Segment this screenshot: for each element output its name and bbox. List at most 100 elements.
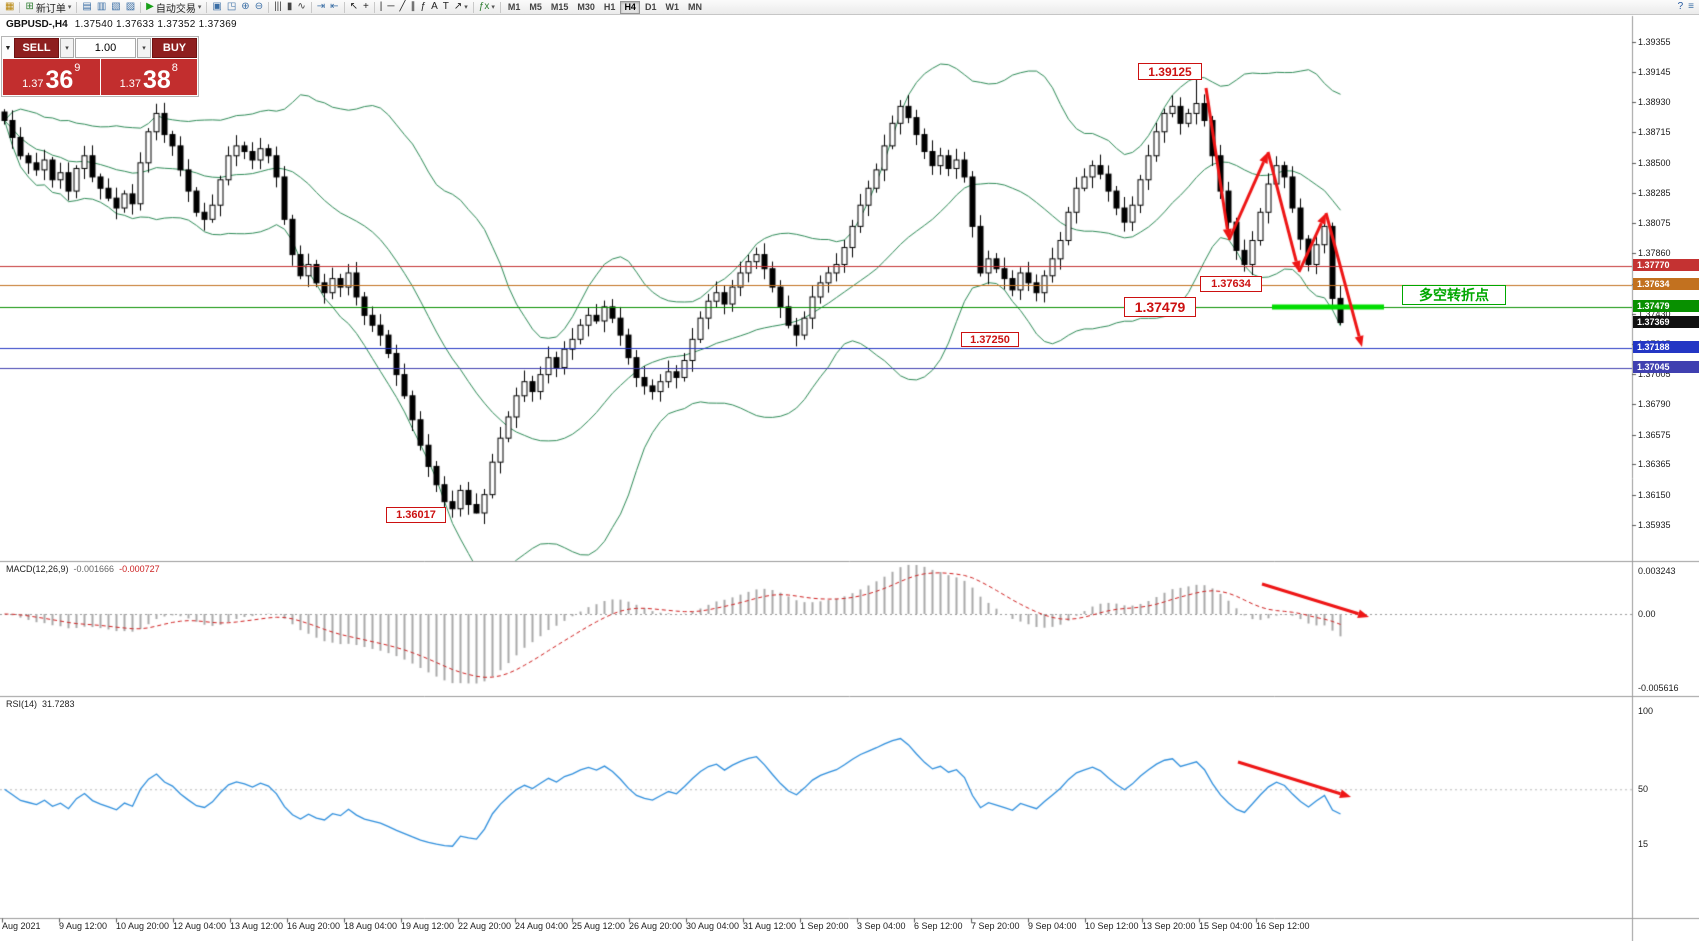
chart-annotation-label[interactable]: 多空转折点: [1402, 285, 1506, 305]
volume-stepper-icon[interactable]: ▾: [137, 38, 151, 58]
chart-annotation-label[interactable]: 1.37634: [1200, 276, 1262, 292]
crosshair-icon[interactable]: +: [361, 0, 371, 14]
candlestick-chart-icon[interactable]: ▮: [285, 0, 295, 14]
terminal-icon: ▨: [125, 1, 136, 12]
chart-annotation-label[interactable]: 1.37479: [1124, 297, 1196, 317]
auto-trading-button-label: 自动交易: [155, 3, 196, 15]
chevron-down-icon: ▾: [464, 4, 468, 11]
volume-input[interactable]: 1.00: [75, 38, 136, 58]
tile-windows-icon[interactable]: ▣: [210, 0, 223, 14]
zoom-in-icon[interactable]: ⊕: [239, 0, 251, 14]
chart-annotation-label[interactable]: 1.37250: [961, 332, 1019, 347]
auto-scroll-icon: ⇥: [316, 1, 326, 12]
top-toolbar: ▦ ⊞ 新订单 ▾ ▤ ▥ ▧ ▨ ▶ 自动交易 ▾ ▣ ◳ ⊕ ⊖ ||| ▮ ∿ ⇥ ⇤ ↖ + | ─ ╱ ∥ ƒ A T ↗ ▾ ƒx…: [0, 0, 1699, 15]
help-icon: ?: [1677, 1, 1684, 12]
fibonacci-icon[interactable]: ƒ: [419, 0, 429, 14]
macd-label: MACD(12,26,9) -0.001666 -0.000727: [6, 564, 165, 574]
toolbar-separator: [310, 1, 312, 13]
chevron-down-icon: ▾: [67, 4, 72, 11]
new-order-button: ⊞: [25, 1, 34, 12]
ask-price-prefix: 1.37: [119, 77, 141, 90]
toolbar-separator: [206, 1, 208, 13]
chart-shift-icon[interactable]: ⇤: [328, 0, 340, 14]
timeframe-h1[interactable]: H1: [600, 1, 620, 14]
toolbar-separator: [343, 1, 345, 13]
cursor-icon[interactable]: ↖: [348, 0, 360, 14]
bar-chart-icon[interactable]: |||: [272, 0, 284, 14]
navigator-icon: ▧: [111, 1, 121, 12]
chart-ohlc-values: 1.37540 1.37633 1.37352 1.37369: [74, 19, 237, 30]
zoom-in-icon: ⊕: [241, 1, 250, 12]
auto-scroll-icon[interactable]: ⇥: [315, 0, 327, 14]
timeframe-h4[interactable]: H4: [620, 0, 640, 14]
chart-window-icon[interactable]: ▦: [3, 0, 16, 14]
one-click-trading-panel: ▼ SELL ▾ 1.00 ▾ BUY 1.37 36 9 1.37 38 8: [1, 36, 199, 97]
candlestick-chart-icon: ▮: [286, 1, 293, 12]
timeframe-m5[interactable]: M5: [525, 1, 546, 14]
sell-button[interactable]: SELL: [14, 38, 59, 58]
sell-options-dropdown-icon[interactable]: ▾: [60, 38, 74, 58]
timeframe-m15[interactable]: M15: [547, 1, 573, 14]
timeframe-m1[interactable]: M1: [504, 1, 525, 14]
trendline-icon: ╱: [399, 1, 406, 12]
market-watch-icon[interactable]: ▤: [80, 0, 93, 14]
auto-trading-button[interactable]: ▶ 自动交易 ▾: [144, 0, 203, 15]
text-icon[interactable]: A: [429, 0, 440, 14]
timeframe-d1[interactable]: D1: [641, 1, 661, 14]
organize-icon[interactable]: ≡: [1686, 0, 1696, 14]
zoom-out-icon[interactable]: ⊖: [253, 0, 265, 14]
indicators-icon[interactable]: ƒx ▾: [477, 0, 497, 14]
buy-price-box[interactable]: 1.37 38 8: [100, 59, 197, 95]
cascade-windows-icon[interactable]: ◳: [225, 0, 238, 14]
line-chart-icon[interactable]: ∿: [295, 0, 307, 14]
label-icon: T: [442, 1, 449, 12]
chart-window-icon: ▦: [5, 1, 15, 12]
tile-windows-icon: ▣: [212, 1, 222, 12]
chart-annotation-label[interactable]: 1.36017: [386, 507, 446, 523]
chart-title: GBPUSD-,H4 1.37540 1.37633 1.37352 1.3736…: [6, 19, 237, 30]
bar-chart-icon: |||: [274, 1, 282, 12]
toolbar-separator: [76, 1, 78, 13]
timeframe-w1[interactable]: W1: [661, 1, 683, 14]
cursor-icon: ↖: [349, 1, 358, 12]
market-watch-icon: ▤: [82, 1, 92, 12]
navigator-icon[interactable]: ▧: [109, 0, 122, 14]
line-chart-icon: ∿: [297, 1, 306, 12]
crosshair-icon: +: [362, 1, 369, 12]
macd-name: MACD(12,26,9): [6, 564, 69, 574]
timeframe-m30[interactable]: M30: [573, 1, 599, 14]
zoom-out-icon: ⊖: [254, 1, 264, 12]
panel-collapse-icon[interactable]: ▼: [3, 38, 13, 58]
chart-annotation-label[interactable]: 1.39125: [1138, 63, 1202, 80]
bid-price-prefix: 1.37: [22, 77, 44, 90]
data-window-icon[interactable]: ▥: [95, 0, 108, 14]
fibonacci-icon: ƒ: [420, 1, 427, 12]
arrows-icon[interactable]: ↗ ▾: [452, 0, 470, 14]
cascade-windows-icon: ◳: [226, 1, 237, 12]
one-click-top-row: ▼ SELL ▾ 1.00 ▾ BUY: [3, 38, 197, 58]
vertical-line-icon: |: [379, 1, 383, 12]
macd-value-signal: -0.000727: [119, 564, 160, 574]
horizontal-line-icon: ─: [387, 1, 395, 12]
horizontal-line-icon[interactable]: ─: [385, 0, 396, 14]
sell-price-box[interactable]: 1.37 36 9: [3, 59, 100, 95]
help-icon[interactable]: ?: [1676, 0, 1686, 14]
buy-button[interactable]: BUY: [152, 38, 197, 58]
rsi-name: RSI(14): [6, 699, 38, 709]
vertical-line-icon[interactable]: |: [378, 0, 385, 14]
timeframe-mn[interactable]: MN: [684, 1, 706, 14]
label-icon[interactable]: T: [441, 0, 451, 14]
toolbar-separator: [19, 1, 21, 13]
macd-value-main: -0.001666: [73, 564, 115, 574]
terminal-icon[interactable]: ▨: [124, 0, 137, 14]
ask-price-pip: 8: [171, 62, 178, 74]
arrows-icon: ↗: [453, 1, 463, 12]
chevron-down-icon: ▾: [491, 4, 495, 11]
trendline-icon[interactable]: ╱: [398, 0, 408, 14]
new-order-button[interactable]: ⊞ 新订单 ▾: [23, 0, 73, 15]
chevron-down-icon: ▾: [197, 4, 202, 11]
toolbar-separator: [499, 1, 501, 13]
channel-icon[interactable]: ∥: [409, 0, 418, 14]
